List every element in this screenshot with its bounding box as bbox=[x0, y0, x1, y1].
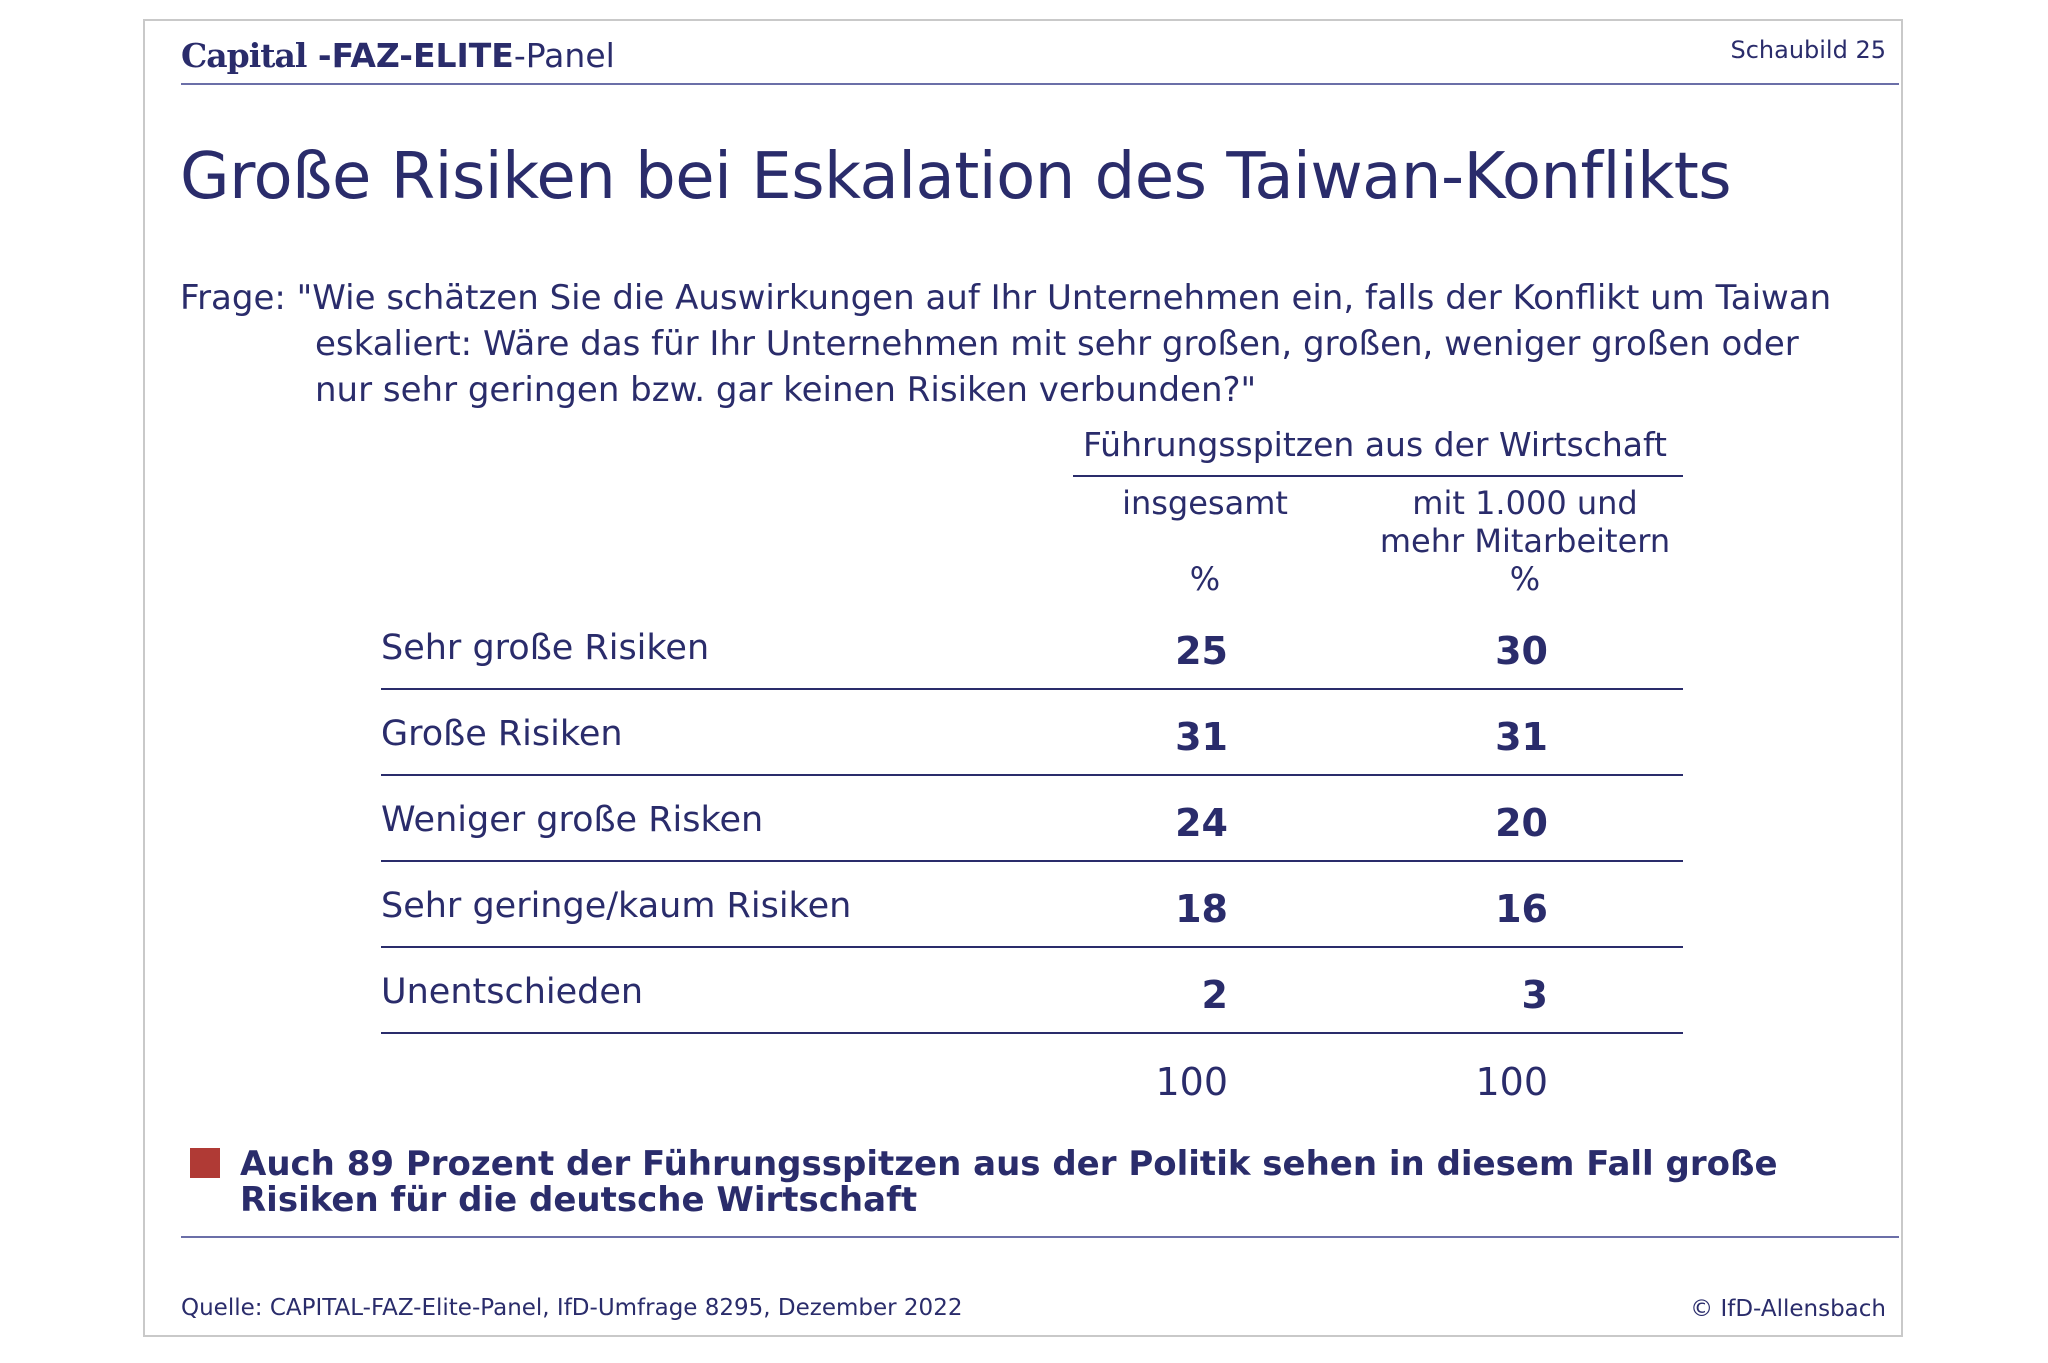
chart-frame bbox=[143, 19, 1903, 1337]
column-header-label: mit 1.000 und mehr Mitarbeitern bbox=[1355, 484, 1695, 560]
value-insgesamt: 25 bbox=[1175, 629, 1228, 673]
value-insgesamt: 24 bbox=[1175, 801, 1228, 845]
row-divider bbox=[381, 774, 1683, 776]
footnote-text: Auch 89 Prozent der Führungsspitzen aus … bbox=[240, 1144, 1778, 1220]
value-1000-plus: 20 bbox=[1495, 801, 1548, 845]
group-header-rule bbox=[1073, 475, 1683, 477]
column-header-label: insgesamt bbox=[1122, 484, 1288, 522]
row-label: Weniger große Risken bbox=[381, 800, 764, 840]
source-text: Quelle: CAPITAL-FAZ-Elite-Panel, IfD-Umf… bbox=[181, 1295, 963, 1321]
brand-logo: Capital -FAZ-ELITE-Panel bbox=[181, 36, 615, 75]
value-1000-plus: 16 bbox=[1495, 887, 1548, 931]
value-1000-plus: 31 bbox=[1495, 715, 1548, 759]
question-line-2: eskaliert: Wäre das für Ihr Unternehmen … bbox=[315, 324, 1799, 364]
brand-capital: Capital bbox=[181, 36, 307, 75]
column-unit: % bbox=[1189, 560, 1221, 598]
survey-question: Frage: "Wie schätzen Sie die Auswirkunge… bbox=[180, 275, 1880, 413]
brand-panel: -Panel bbox=[513, 36, 615, 75]
column-header-line: mit 1.000 und bbox=[1412, 484, 1638, 522]
chart-number: Schaubild 25 bbox=[1730, 36, 1886, 64]
value-1000-plus: 3 bbox=[1521, 973, 1548, 1017]
column-header-insgesamt: insgesamt bbox=[1105, 484, 1305, 522]
column-header-line: mehr Mitarbeitern bbox=[1379, 522, 1671, 560]
row-divider bbox=[381, 1032, 1683, 1034]
note-marker-square bbox=[190, 1148, 220, 1178]
value-1000-plus: 30 bbox=[1495, 629, 1548, 673]
value-insgesamt: 2 bbox=[1201, 973, 1228, 1017]
row-label: Sehr geringe/kaum Risiken bbox=[381, 886, 852, 926]
question-line-3: nur sehr geringen bzw. gar keinen Risike… bbox=[315, 370, 1257, 410]
header-divider bbox=[181, 83, 1899, 85]
row-divider bbox=[381, 688, 1683, 690]
column-header-1000-plus: mit 1.000 und mehr Mitarbeitern bbox=[1355, 484, 1695, 560]
row-divider bbox=[381, 946, 1683, 948]
copyright-text: © IfD-Allensbach bbox=[1690, 1296, 1886, 1322]
question-line-1: Frage: "Wie schätzen Sie die Auswirkunge… bbox=[180, 278, 1832, 318]
row-divider bbox=[381, 860, 1683, 862]
total-1000-plus: 100 bbox=[1475, 1060, 1548, 1104]
chart-title: Große Risiken bei Eskalation des Taiwan-… bbox=[180, 140, 1732, 214]
group-header: Führungsspitzen aus der Wirtschaft bbox=[1083, 425, 1667, 464]
brand-faz-elite: -FAZ-ELITE bbox=[306, 36, 514, 75]
value-insgesamt: 31 bbox=[1175, 715, 1228, 759]
total-insgesamt: 100 bbox=[1155, 1060, 1228, 1104]
value-insgesamt: 18 bbox=[1175, 887, 1228, 931]
column-unit: % bbox=[1509, 560, 1541, 598]
row-label: Unentschieden bbox=[381, 972, 644, 1012]
row-label: Große Risiken bbox=[381, 714, 623, 754]
footer-divider bbox=[181, 1236, 1899, 1238]
row-label: Sehr große Risiken bbox=[381, 628, 710, 668]
